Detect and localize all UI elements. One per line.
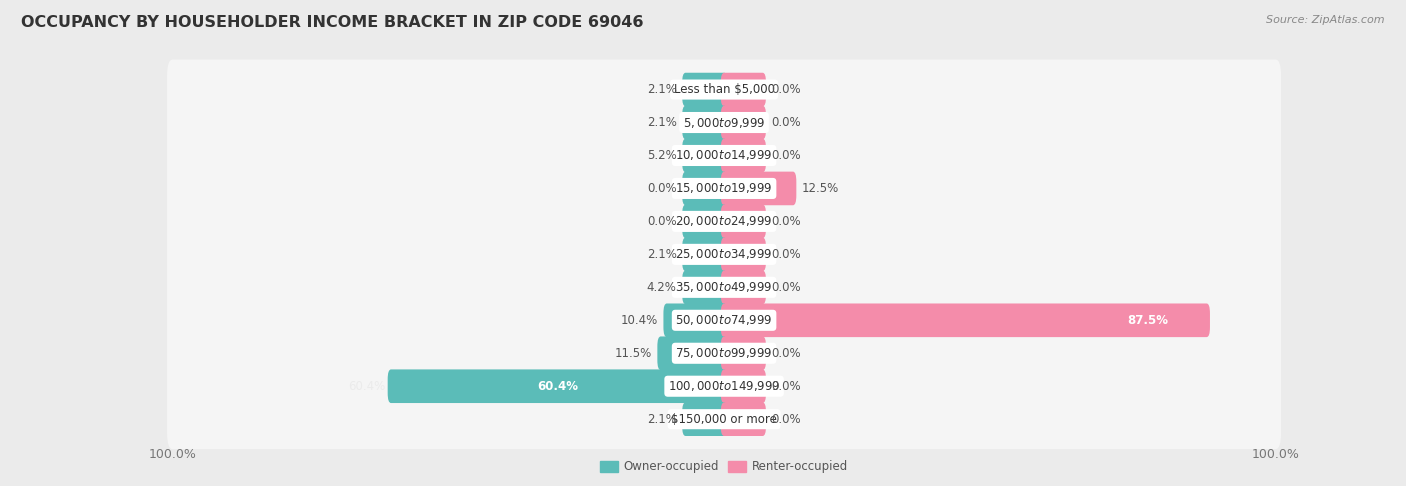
Text: 0.0%: 0.0% [647, 182, 676, 195]
FancyBboxPatch shape [721, 172, 796, 205]
Text: 2.1%: 2.1% [647, 116, 676, 129]
FancyBboxPatch shape [167, 323, 1281, 383]
Text: $20,000 to $24,999: $20,000 to $24,999 [675, 214, 773, 228]
FancyBboxPatch shape [721, 105, 766, 139]
Text: 0.0%: 0.0% [772, 281, 801, 294]
Text: $10,000 to $14,999: $10,000 to $14,999 [675, 149, 773, 162]
FancyBboxPatch shape [167, 191, 1281, 251]
Text: Less than $5,000: Less than $5,000 [673, 83, 775, 96]
Text: 0.0%: 0.0% [772, 347, 801, 360]
FancyBboxPatch shape [682, 73, 727, 106]
Text: 0.0%: 0.0% [772, 248, 801, 261]
Text: 0.0%: 0.0% [772, 413, 801, 426]
Legend: Owner-occupied, Renter-occupied: Owner-occupied, Renter-occupied [595, 455, 853, 478]
FancyBboxPatch shape [721, 139, 766, 173]
FancyBboxPatch shape [682, 238, 727, 271]
Text: $35,000 to $49,999: $35,000 to $49,999 [675, 280, 773, 295]
FancyBboxPatch shape [682, 205, 727, 238]
FancyBboxPatch shape [167, 60, 1281, 120]
FancyBboxPatch shape [682, 402, 727, 436]
FancyBboxPatch shape [682, 139, 727, 173]
FancyBboxPatch shape [721, 303, 1211, 337]
FancyBboxPatch shape [167, 158, 1281, 218]
Text: $25,000 to $34,999: $25,000 to $34,999 [675, 247, 773, 261]
Text: 0.0%: 0.0% [647, 215, 676, 228]
FancyBboxPatch shape [721, 336, 766, 370]
Text: 0.0%: 0.0% [772, 380, 801, 393]
Text: $5,000 to $9,999: $5,000 to $9,999 [683, 116, 765, 129]
FancyBboxPatch shape [721, 238, 766, 271]
FancyBboxPatch shape [682, 172, 727, 205]
Text: OCCUPANCY BY HOUSEHOLDER INCOME BRACKET IN ZIP CODE 69046: OCCUPANCY BY HOUSEHOLDER INCOME BRACKET … [21, 15, 644, 30]
FancyBboxPatch shape [682, 105, 727, 139]
Text: 2.1%: 2.1% [647, 248, 676, 261]
Text: 5.2%: 5.2% [647, 149, 676, 162]
FancyBboxPatch shape [664, 303, 727, 337]
Text: $100,000 to $149,999: $100,000 to $149,999 [668, 379, 780, 393]
Text: Source: ZipAtlas.com: Source: ZipAtlas.com [1267, 15, 1385, 25]
Text: 0.0%: 0.0% [772, 149, 801, 162]
FancyBboxPatch shape [682, 271, 727, 304]
FancyBboxPatch shape [721, 369, 766, 403]
Text: 0.0%: 0.0% [772, 116, 801, 129]
Text: $15,000 to $19,999: $15,000 to $19,999 [675, 181, 773, 195]
FancyBboxPatch shape [167, 125, 1281, 186]
FancyBboxPatch shape [167, 257, 1281, 317]
FancyBboxPatch shape [658, 336, 727, 370]
FancyBboxPatch shape [167, 290, 1281, 350]
Text: 2.1%: 2.1% [647, 83, 676, 96]
Text: 0.0%: 0.0% [772, 215, 801, 228]
Text: 60.4%: 60.4% [537, 380, 578, 393]
Text: 87.5%: 87.5% [1128, 314, 1168, 327]
FancyBboxPatch shape [388, 369, 727, 403]
Text: $75,000 to $99,999: $75,000 to $99,999 [675, 346, 773, 360]
FancyBboxPatch shape [167, 356, 1281, 416]
Text: 2.1%: 2.1% [647, 413, 676, 426]
FancyBboxPatch shape [721, 73, 766, 106]
Text: 0.0%: 0.0% [772, 83, 801, 96]
Text: 60.4%: 60.4% [349, 380, 385, 393]
FancyBboxPatch shape [167, 389, 1281, 449]
FancyBboxPatch shape [167, 92, 1281, 153]
FancyBboxPatch shape [167, 225, 1281, 284]
FancyBboxPatch shape [721, 205, 766, 238]
Text: 12.5%: 12.5% [801, 182, 839, 195]
Text: 4.2%: 4.2% [647, 281, 676, 294]
Text: 10.4%: 10.4% [620, 314, 658, 327]
Text: $150,000 or more: $150,000 or more [671, 413, 778, 426]
Text: $50,000 to $74,999: $50,000 to $74,999 [675, 313, 773, 327]
Text: 11.5%: 11.5% [614, 347, 652, 360]
FancyBboxPatch shape [721, 271, 766, 304]
FancyBboxPatch shape [721, 402, 766, 436]
